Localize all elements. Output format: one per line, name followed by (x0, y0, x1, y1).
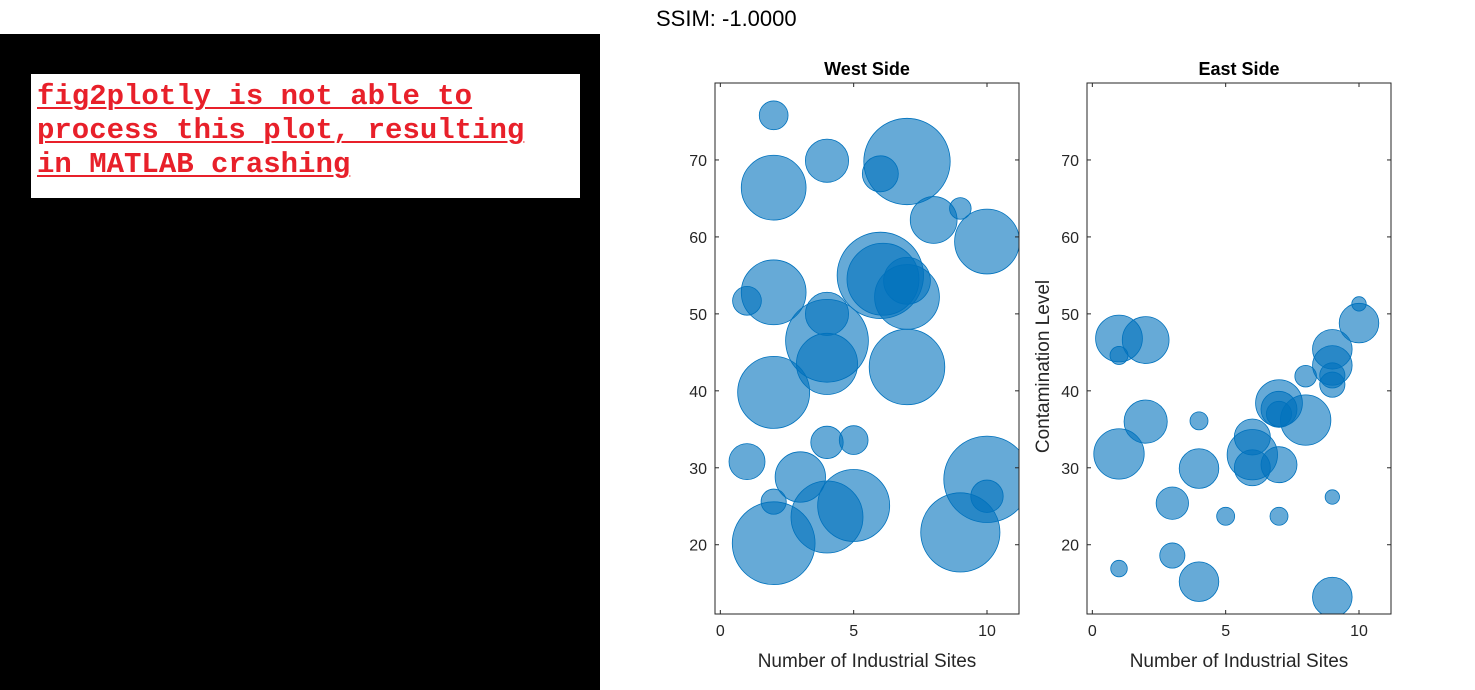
x-tick-label: 10 (1350, 623, 1368, 640)
y-tick-label: 30 (1061, 461, 1079, 478)
bubble-point (1109, 346, 1129, 365)
bubble-point (1260, 446, 1298, 484)
bubble-point (920, 492, 1001, 573)
error-message-box: fig2plotly is not able to process this p… (31, 74, 580, 198)
x-axis-label: Number of Industrial Sites (758, 651, 977, 672)
y-tick-label: 60 (689, 230, 707, 247)
bubble-point (805, 138, 850, 183)
axes-box (1086, 82, 1392, 615)
bubble-point (1312, 576, 1353, 614)
bubble-point (810, 425, 844, 459)
error-line-2: process this plot, resulting (37, 114, 525, 147)
bubble-point (1093, 428, 1145, 480)
bubble-point (909, 196, 958, 244)
bubble-point (728, 443, 766, 481)
x-tick-label: 10 (978, 623, 996, 640)
bubble-point (740, 154, 807, 221)
y-tick-label: 60 (1061, 230, 1079, 247)
bubble-point (1159, 542, 1186, 569)
bubble-point (861, 155, 899, 193)
bubble-point (1189, 411, 1209, 431)
x-axis-label: Number of Industrial Sites (1130, 651, 1349, 672)
y-tick-label: 50 (1061, 307, 1079, 324)
bubble-point (1269, 506, 1289, 526)
bubble-point (1338, 302, 1380, 344)
bubble-point (758, 100, 789, 131)
x-tick-label: 5 (849, 623, 858, 640)
chart-west: 0 5 10 20 30 40 50 60 70 West Side Number of Indus… (689, 59, 1020, 672)
y-tick-label: 50 (689, 307, 707, 324)
bubble-point (1123, 399, 1168, 444)
bubble-point (1319, 371, 1346, 398)
error-panel: fig2plotly is not able to process this p… (0, 34, 600, 690)
bubble-point (1110, 559, 1128, 578)
bubble-point (868, 328, 946, 406)
bubbles-east (1093, 296, 1380, 614)
y-tick-label: 70 (1061, 153, 1079, 170)
bubble-point (1121, 316, 1170, 364)
chart-east: 0 5 10 20 30 40 50 60 70 East Side Number of Indus… (1033, 59, 1392, 672)
axes-box (714, 82, 1020, 615)
y-tick-label: 70 (689, 153, 707, 170)
y-tick-label: 20 (1061, 538, 1079, 555)
bubble-point (796, 332, 859, 395)
chart-title: West Side (824, 59, 910, 79)
error-line-1: fig2plotly is not able to (37, 80, 473, 113)
error-line-3: in MATLAB crashing (37, 148, 351, 181)
bubble-point (954, 208, 1019, 275)
bubble-point (1216, 506, 1236, 526)
bubble-point (1178, 448, 1220, 489)
y-tick-label: 30 (689, 461, 707, 478)
bubble-point (874, 264, 940, 330)
chart-title: East Side (1198, 59, 1279, 79)
x-tick-label: 0 (1088, 623, 1097, 640)
bubble-point (1324, 489, 1340, 505)
y-tick-label: 40 (689, 384, 707, 401)
y-axis-label: Contamination Level (1033, 280, 1054, 453)
bubble-point (1155, 486, 1189, 520)
bubble-point (732, 285, 762, 316)
bubble-point (838, 425, 869, 455)
bubble-point (1178, 561, 1220, 602)
bubble-point (731, 501, 816, 586)
x-tick-label: 0 (716, 623, 725, 640)
x-tick-label: 5 (1221, 623, 1230, 640)
ssim-label: SSIM: -1.0000 (656, 6, 797, 31)
bubble-point (1294, 365, 1317, 388)
bubbles-west (728, 100, 1019, 586)
bubble-point (1280, 394, 1332, 446)
y-tick-label: 40 (1061, 384, 1079, 401)
bubble-point (737, 355, 811, 429)
y-tick-label: 20 (689, 538, 707, 555)
